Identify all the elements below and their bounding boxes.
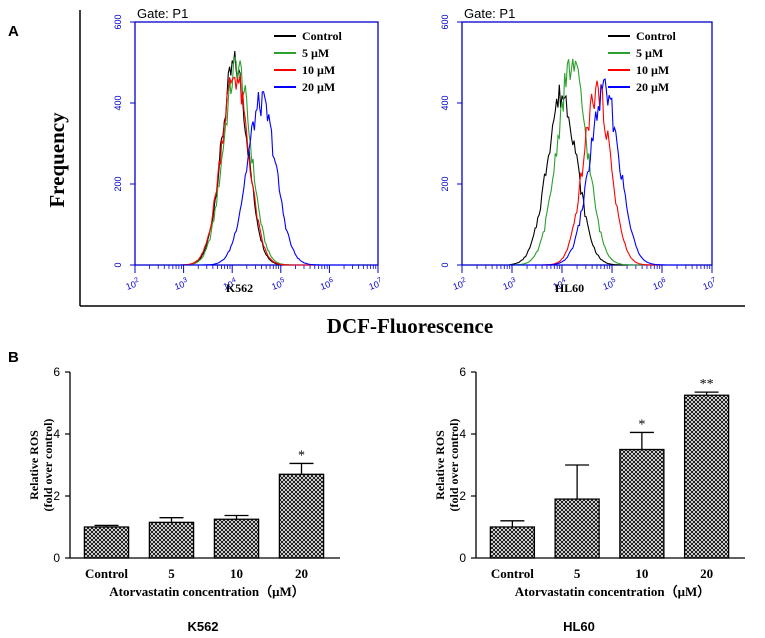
panel-label-b: B — [8, 349, 19, 366]
bar-x-label: Atorvastatin concentration（μM） — [515, 584, 710, 599]
bar-cell-line-label: K562 — [187, 619, 218, 634]
significance-marker: * — [638, 417, 645, 432]
significance-marker: ** — [700, 377, 714, 392]
bar — [683, 394, 730, 559]
bar-y-tick-label: 2 — [459, 489, 466, 503]
bar-category-label: 20 — [700, 566, 713, 581]
dcf-fluorescence-axis-label: DCF-Fluorescence — [327, 314, 493, 338]
y-tick-label: 400 — [113, 95, 123, 110]
legend-label: 20 µM — [302, 80, 335, 94]
bar — [489, 526, 536, 559]
bar-y-label-line2: (fold over control) — [447, 419, 461, 512]
bar-category-label: 20 — [295, 566, 308, 581]
bar — [213, 518, 260, 559]
bar-y-tick-label: 6 — [459, 365, 466, 379]
legend-label: Control — [302, 29, 342, 43]
x-tick-label: 103 — [501, 277, 518, 292]
histogram-curve — [181, 91, 352, 266]
histogram-curve — [509, 78, 685, 266]
histogram-gate-label: Gate: P1 — [137, 6, 188, 21]
legend-label: 5 µM — [636, 46, 663, 60]
bar — [83, 526, 130, 559]
x-tick-label: 106 — [319, 277, 336, 292]
x-tick-label: 102 — [124, 277, 141, 292]
histogram-frame — [461, 21, 713, 266]
bar-category-label: 10 — [635, 566, 648, 581]
panel-label-a: A — [8, 23, 19, 40]
bar-y-label-line2: (fold over control) — [41, 419, 55, 512]
histogram-hl60: Gate: P1 0 200 400 600 102 103 104 105 106 107 HL60… — [440, 6, 718, 295]
histogram-curve — [509, 84, 685, 266]
significance-marker: * — [298, 448, 305, 463]
legend-label: 5 µM — [302, 46, 329, 60]
y-tick-label: 0 — [440, 262, 450, 267]
bar — [148, 521, 195, 559]
y-tick-label: 600 — [440, 14, 450, 29]
bar-category-label: Control — [85, 566, 128, 581]
x-tick-label: 107 — [367, 277, 384, 292]
x-tick-label: 106 — [651, 277, 668, 292]
histogram-cell-line-label: HL60 — [555, 281, 584, 295]
bar-y-tick-label: 2 — [53, 489, 60, 503]
bar-x-label: Atorvastatin concentration（μM） — [109, 584, 304, 599]
y-tick-label: 0 — [113, 262, 123, 267]
bar-category-label: 5 — [168, 566, 175, 581]
histogram-cell-line-label: K562 — [226, 281, 253, 295]
y-tick-label: 200 — [440, 176, 450, 191]
bar-y-label-line1: Relative ROS — [27, 430, 41, 500]
histogram-k562: Gate: P1 0 200 400 600 102 103 104 105 106 107 K562… — [113, 6, 384, 295]
bar-y-tick-label: 0 — [53, 551, 60, 565]
y-tick-label: 200 — [113, 176, 123, 191]
histogram-gate-label: Gate: P1 — [464, 6, 515, 21]
x-tick-label: 107 — [701, 277, 718, 292]
bar-y-label-line1: Relative ROS — [433, 430, 447, 500]
y-tick-label: 400 — [440, 95, 450, 110]
histogram-frame — [134, 21, 379, 266]
bar — [554, 498, 600, 559]
legend-label: Control — [636, 29, 676, 43]
x-tick-label: 102 — [451, 277, 468, 292]
y-tick-label: 600 — [113, 14, 123, 29]
bar-category-label: Control — [491, 566, 534, 581]
legend-label: 10 µM — [302, 63, 335, 77]
bar-cell-line-label: HL60 — [563, 619, 595, 634]
bar-y-tick-label: 4 — [459, 427, 466, 441]
x-tick-label: 104 — [551, 277, 568, 292]
x-tick-label: 105 — [601, 277, 618, 292]
legend-label: 10 µM — [636, 63, 669, 77]
bar-y-tick-label: 0 — [459, 551, 466, 565]
legend-label: 20 µM — [636, 80, 669, 94]
bar-chart-k562: 0 2 4 6 Relative ROS (fold over control) Contr… — [27, 365, 340, 634]
bar — [278, 473, 325, 559]
bar-category-label: 10 — [230, 566, 243, 581]
bar-y-tick-label: 6 — [53, 365, 60, 379]
bar-y-tick-label: 4 — [53, 427, 60, 441]
bar — [619, 448, 665, 559]
x-tick-label: 104 — [221, 277, 238, 292]
bar-category-label: 5 — [574, 566, 581, 581]
x-tick-label: 105 — [270, 277, 287, 292]
histogram-curve — [509, 80, 685, 266]
bar-chart-hl60: 0 2 4 6 Relative ROS (fold over control) Contr… — [433, 365, 745, 634]
x-tick-label: 103 — [173, 277, 190, 292]
frequency-axis-label: Frequency — [45, 112, 69, 208]
